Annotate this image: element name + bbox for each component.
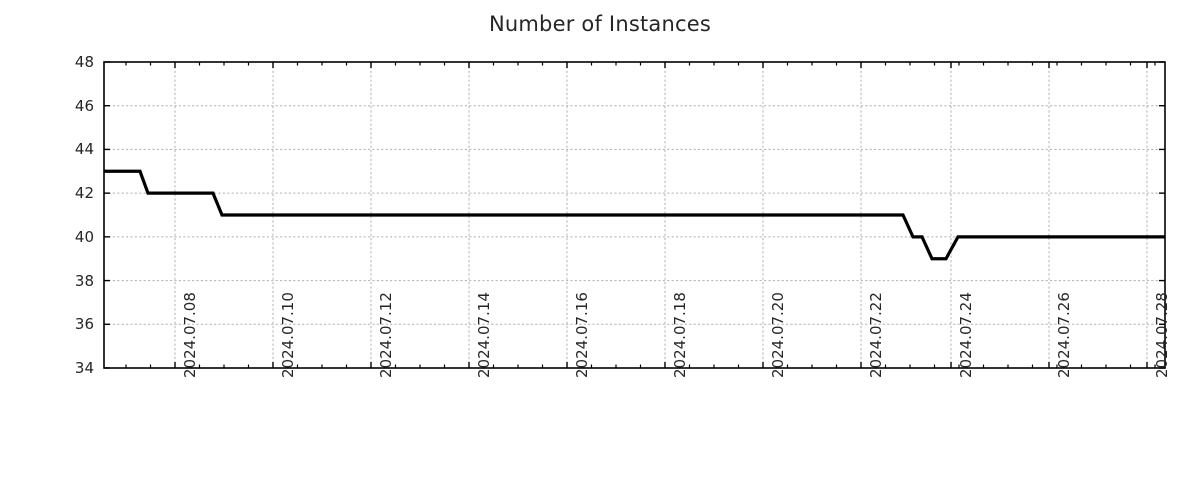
x-tick-label: 2024.07.16 <box>573 292 591 378</box>
horizontal-gridlines <box>104 105 1165 325</box>
data-line-series <box>104 169 1165 261</box>
x-tick-label: 2024.07.24 <box>957 292 975 378</box>
y-tick-label: 36 <box>74 315 94 334</box>
x-tick-label: 2024.07.22 <box>867 292 885 378</box>
y-tick-label: 42 <box>74 184 94 203</box>
y-tick-label: 38 <box>74 271 94 290</box>
plot-frame <box>103 61 1166 369</box>
x-tick-label: 2024.07.08 <box>181 292 199 378</box>
x-tick-label: 2024.07.18 <box>671 292 689 378</box>
y-tick-label: 48 <box>74 53 94 71</box>
x-tick-label: 2024.07.14 <box>475 292 493 378</box>
x-tick-label: 2024.07.26 <box>1055 292 1073 378</box>
chart-title: Number of Instances <box>488 12 711 36</box>
y-tick-label: 44 <box>74 140 94 159</box>
y-tick-label: 46 <box>74 96 94 115</box>
x-tick-label: 2024.07.12 <box>377 292 395 378</box>
y-tick-label: 34 <box>74 359 94 377</box>
x-tick-label: 2024.07.10 <box>279 292 297 378</box>
y-tick-label: 40 <box>74 227 94 246</box>
x-tick-label: 2024.07.20 <box>769 292 787 378</box>
x-tick-label: 2024.07.28 <box>1153 292 1171 378</box>
